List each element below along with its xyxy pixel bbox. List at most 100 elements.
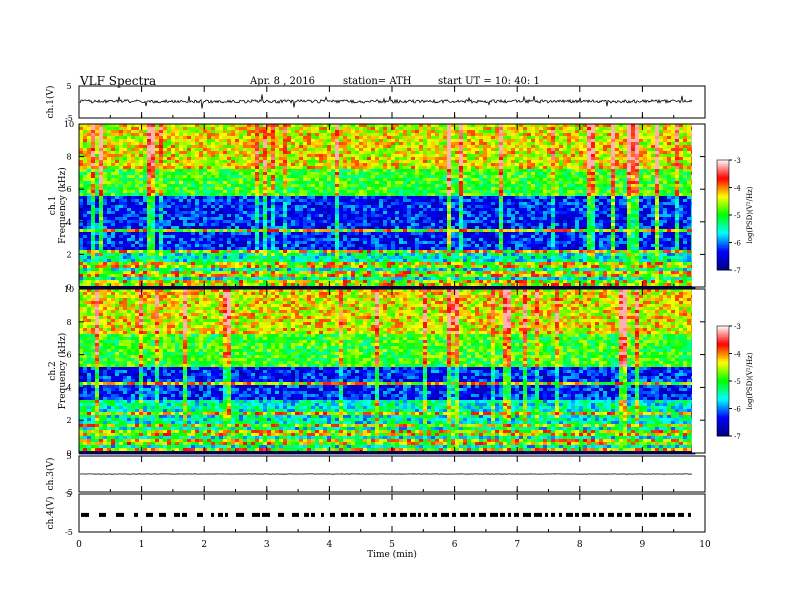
spectrogram-cell <box>327 217 332 221</box>
spectrogram-cell <box>643 133 648 137</box>
spectrogram-cell <box>195 205 200 209</box>
spectrogram-cell <box>427 184 432 188</box>
spectrogram-cell <box>183 145 188 149</box>
spectrogram-cell <box>319 178 324 182</box>
spectrogram-cell <box>323 181 328 185</box>
spectrogram-cell <box>579 217 584 221</box>
spectrogram-cell <box>83 166 88 170</box>
spectrogram-cell <box>211 154 216 158</box>
spectrogram-cell <box>495 172 500 176</box>
spectrogram-cell <box>615 172 620 176</box>
spectrogram-cell <box>635 145 640 149</box>
spectrogram-cell <box>467 214 472 218</box>
spectrogram-cell <box>179 148 184 152</box>
spectrogram-cell <box>631 136 636 140</box>
spectrogram-cell <box>283 163 288 167</box>
spectrogram-cell <box>127 199 132 203</box>
spectrogram-cell <box>275 172 280 176</box>
spectrogram-cell <box>163 187 168 191</box>
spectrogram-cell <box>79 217 84 221</box>
spectrogram-cell <box>211 199 216 203</box>
spectrogram-cell <box>519 139 524 143</box>
spectrogram-cell <box>531 199 536 203</box>
spectrogram-cell <box>159 193 164 197</box>
spectrogram-cell <box>259 142 264 146</box>
spectrogram-cell <box>615 208 620 212</box>
spectrogram-cell <box>651 148 656 152</box>
spectrogram-cell <box>627 154 632 158</box>
spectrogram-cell <box>431 175 436 179</box>
spectrogram-cell <box>231 193 236 197</box>
spectrogram-cell <box>319 196 324 200</box>
spectrogram-cell <box>283 202 288 206</box>
spectrogram-cell <box>635 184 640 188</box>
spectrogram-cell <box>183 157 188 161</box>
spectrogram-cell <box>407 202 412 206</box>
spectrogram-cell <box>179 127 184 131</box>
spectrogram-cell <box>107 175 112 179</box>
spectrogram-cell <box>543 124 548 128</box>
spectrogram-cell <box>671 205 676 209</box>
spectrogram-cell <box>335 175 340 179</box>
spectrogram-cell <box>575 130 580 134</box>
spectrogram-cell <box>103 154 108 158</box>
spectrogram-cell <box>247 217 252 221</box>
spectrogram-cell <box>515 181 520 185</box>
spectrogram-cell <box>375 169 380 173</box>
spectrogram-cell <box>199 130 204 134</box>
spectrogram-cell <box>411 145 416 149</box>
spectrogram-cell <box>655 202 660 206</box>
spectrogram-cell <box>227 151 232 155</box>
spectrogram-cell <box>223 175 228 179</box>
spectrogram-cell <box>595 154 600 158</box>
spectrogram-cell <box>599 130 604 134</box>
spectrogram-cell <box>515 163 520 167</box>
spectrogram-cell <box>655 175 660 179</box>
spectrogram-cell <box>111 124 116 128</box>
spectrogram-cell <box>595 199 600 203</box>
spectrogram-cell <box>275 193 280 197</box>
spectrogram-cell <box>187 139 192 143</box>
spectrogram-cell <box>255 148 260 152</box>
spectrogram-cell <box>463 175 468 179</box>
spectrogram-cell <box>167 148 172 152</box>
spectrogram-cell <box>663 172 668 176</box>
spectrogram-cell <box>563 163 568 167</box>
spectrogram-cell <box>347 166 352 170</box>
spectrogram-cell <box>343 139 348 143</box>
spectrogram-cell <box>351 202 356 206</box>
spectrogram-cell <box>187 181 192 185</box>
spectrogram-cell <box>371 166 376 170</box>
spectrogram-cell <box>519 196 524 200</box>
spectrogram-cell <box>503 208 508 212</box>
spectrogram-cell <box>683 190 688 194</box>
spectrogram-cell <box>139 154 144 158</box>
spectrogram-cell <box>271 157 276 161</box>
spectrogram-cell <box>503 148 508 152</box>
spectrogram-cell <box>211 214 216 218</box>
spectrogram-cell <box>471 184 476 188</box>
spectrogram-cell <box>135 157 140 161</box>
spectrogram-cell <box>291 205 296 209</box>
spectrogram-cell <box>307 181 312 185</box>
spectrogram-cell <box>439 211 444 215</box>
spectrogram-cell <box>579 169 584 173</box>
spectrogram-cell <box>459 208 464 212</box>
spectrogram-cell <box>563 142 568 146</box>
spectrogram-cell <box>587 175 592 179</box>
spectrogram-cell <box>211 130 216 134</box>
spectrogram-cell <box>359 124 364 128</box>
spectrogram-cell <box>647 133 652 137</box>
spectrogram-cell <box>507 133 512 137</box>
spectrogram-cell <box>103 220 108 224</box>
spectrogram-cell <box>543 190 548 194</box>
spectrogram-cell <box>603 166 608 170</box>
spectrogram-cell <box>455 172 460 176</box>
spectrogram-cell <box>595 139 600 143</box>
spectrogram-cell <box>599 151 604 155</box>
spectrogram-cell <box>451 166 456 170</box>
spectrogram-cell <box>427 178 432 182</box>
spectrogram-cell <box>307 145 312 149</box>
spectrogram-cell <box>415 139 420 143</box>
spectrogram-cell <box>499 196 504 200</box>
